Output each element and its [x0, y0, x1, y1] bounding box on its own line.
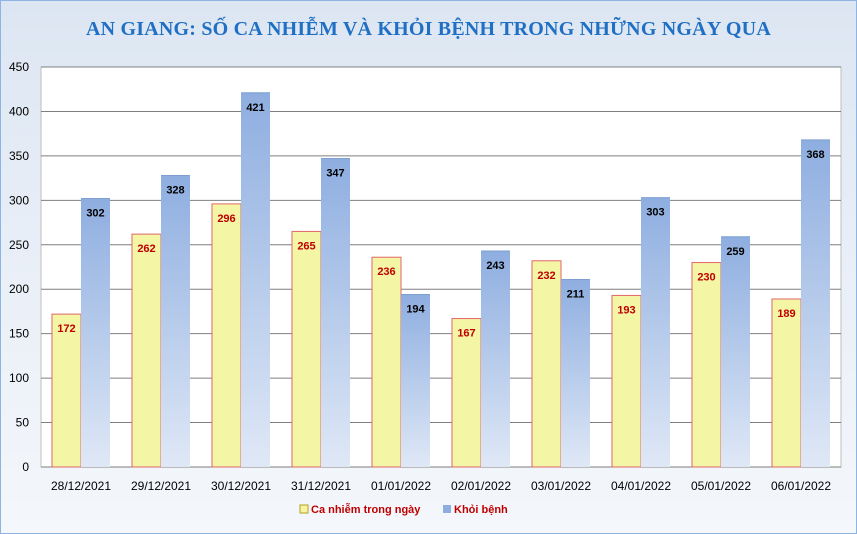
bar-khoi-benh [241, 92, 270, 468]
x-tick-label: 04/01/2022 [611, 479, 671, 493]
x-tick-label: 06/01/2022 [771, 479, 831, 493]
y-tick-label: 400 [9, 104, 29, 118]
bars: 172 302 262 328 296 421 265 347 236 194 167 243 232 2… [51, 92, 830, 468]
bar-ca-nhiem [291, 230, 322, 468]
bar-ca-nhiem [51, 313, 82, 468]
y-tick-label: 0 [22, 460, 29, 474]
x-tick-label: 05/01/2022 [691, 479, 751, 493]
legend-swatch-khoi-benh [443, 505, 451, 513]
data-label-ca-nhiem: 236 [377, 266, 395, 278]
bar-khoi-benh [801, 139, 830, 467]
chart-title: AN GIANG: SỐ CA NHIỄM VÀ KHỎI BỆNH TRONG… [86, 18, 771, 40]
bar-ca-nhiem [691, 262, 722, 468]
bar-ca-nhiem [131, 233, 162, 468]
data-label-ca-nhiem: 167 [457, 328, 475, 340]
bar-khoi-benh [401, 294, 430, 467]
bar-khoi-benh [641, 197, 670, 467]
x-tick-label: 03/01/2022 [531, 479, 591, 493]
data-label-ca-nhiem: 172 [57, 323, 75, 335]
data-label-ca-nhiem: 232 [537, 270, 555, 282]
bar-khoi-benh [721, 236, 750, 467]
data-label-khoi-benh: 211 [567, 288, 585, 300]
y-tick-label: 450 [9, 60, 29, 74]
bar-khoi-benh [561, 279, 590, 467]
y-tick-label: 200 [9, 282, 29, 296]
data-label-khoi-benh: 347 [326, 168, 344, 180]
data-label-khoi-benh: 259 [726, 246, 744, 258]
x-tick-label: 02/01/2022 [451, 479, 511, 493]
x-tick-label: 28/12/2021 [51, 479, 111, 493]
bar-khoi-benh [321, 158, 350, 468]
x-tick-label: 29/12/2021 [131, 479, 191, 493]
bar-ca-nhiem [451, 318, 482, 468]
data-label-ca-nhiem: 265 [297, 240, 315, 252]
x-tick-label: 01/01/2022 [371, 479, 431, 493]
legend: Ca nhiễm trong ngày Khỏi bệnh [299, 503, 508, 516]
x-tick-label: 31/12/2021 [291, 479, 351, 493]
y-tick-label: 100 [9, 371, 29, 385]
y-tick-label: 250 [9, 238, 29, 252]
y-tick-label: 150 [9, 327, 29, 341]
y-axis-ticks: 0 50 100 150 200 250 300 350 400 450 [9, 60, 29, 474]
y-tick-label: 350 [9, 149, 29, 163]
data-label-khoi-benh: 302 [86, 208, 104, 220]
legend-label-khoi-benh: Khỏi bệnh [454, 504, 508, 516]
data-label-ca-nhiem: 262 [137, 243, 155, 255]
legend-label-ca-nhiem: Ca nhiễm trong ngày [311, 503, 421, 516]
data-label-ca-nhiem: 230 [697, 272, 715, 284]
data-label-ca-nhiem: 193 [617, 304, 635, 316]
data-label-khoi-benh: 421 [246, 102, 264, 114]
data-label-khoi-benh: 243 [486, 260, 504, 272]
legend-swatch-ca-nhiem [299, 504, 309, 514]
data-label-ca-nhiem: 189 [777, 308, 795, 320]
bar-ca-nhiem [211, 203, 242, 468]
bar-khoi-benh [481, 251, 510, 467]
bar-ca-nhiem [771, 298, 802, 468]
data-label-khoi-benh: 368 [806, 149, 824, 161]
bar-ca-nhiem [531, 260, 562, 468]
bar-khoi-benh [81, 198, 110, 468]
data-label-ca-nhiem: 296 [217, 213, 235, 225]
bar-ca-nhiem [611, 294, 642, 468]
y-tick-label: 50 [16, 416, 30, 430]
y-tick-label: 300 [9, 193, 29, 207]
x-axis-ticks: 28/12/2021 29/12/2021 30/12/2021 31/12/2021… [51, 479, 831, 493]
data-label-khoi-benh: 194 [406, 304, 425, 316]
data-label-khoi-benh: 328 [166, 184, 184, 196]
bar-ca-nhiem [371, 256, 402, 468]
bar-khoi-benh [161, 175, 190, 467]
data-label-khoi-benh: 303 [646, 207, 664, 219]
x-tick-label: 30/12/2021 [211, 479, 271, 493]
